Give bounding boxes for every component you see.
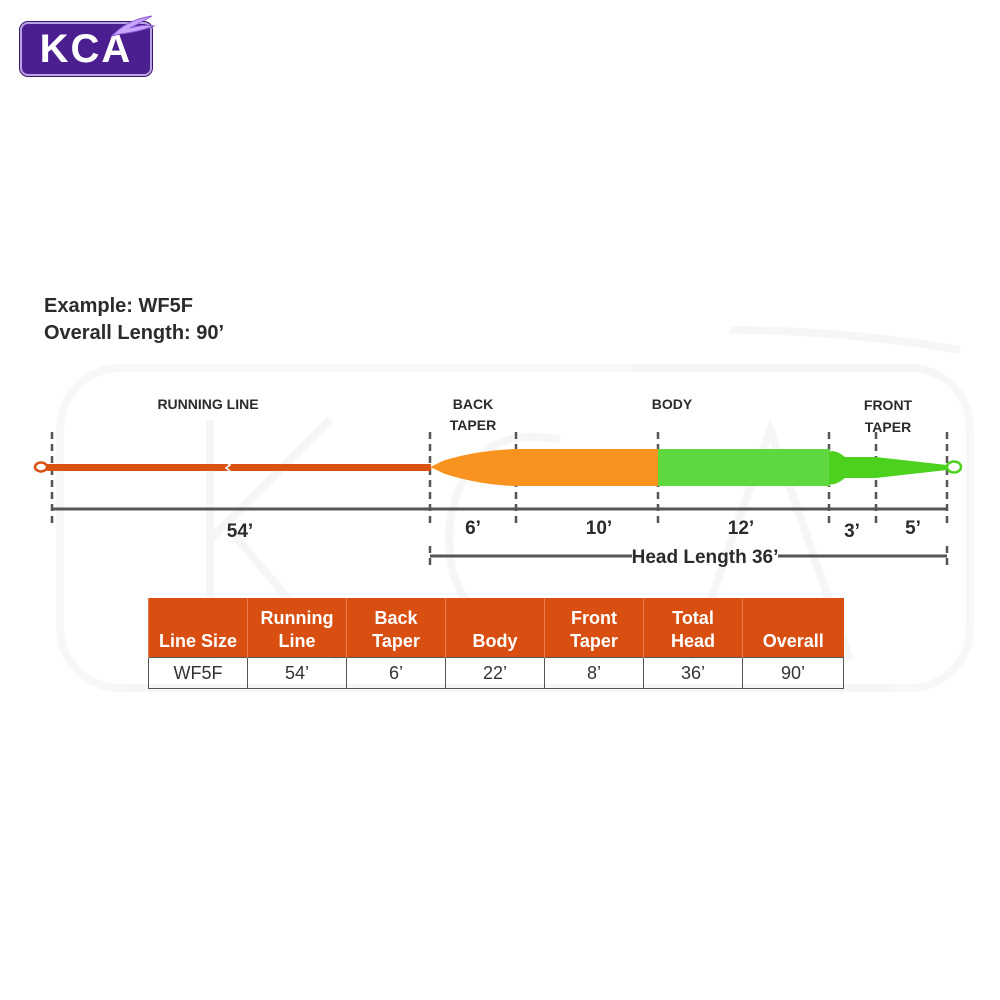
label-back-taper-line1: BACK xyxy=(453,396,493,412)
dim-running-line: 54’ xyxy=(227,521,253,542)
cell-body: 22’ xyxy=(445,657,545,689)
example-heading: Example: WF5F Overall Length: 90’ xyxy=(44,293,224,347)
example-overall-length: Overall Length: 90’ xyxy=(44,322,225,344)
dim-body-a: 10’ xyxy=(586,518,612,539)
label-body: BODY xyxy=(652,396,693,412)
label-front-taper-line2: TAPER xyxy=(865,419,911,435)
header-overall: Overall xyxy=(742,598,844,658)
table-header-row: Line Size Running Line Back Taper Body Fro… xyxy=(148,598,844,658)
front-taper-section xyxy=(829,451,876,485)
back-taper-section xyxy=(430,449,516,486)
fly-icon xyxy=(110,15,156,37)
label-running-line: RUNNING LINE xyxy=(157,396,258,412)
table-row: WF5F 54’ 6’ 22’ 8’ 36’ 90’ xyxy=(148,657,844,689)
running-line-mark xyxy=(224,461,232,472)
line-spec-table: Line Size Running Line Back Taper Body Fro… xyxy=(148,598,844,689)
cell-total-head: 36’ xyxy=(643,657,743,689)
cell-line-size: WF5F xyxy=(148,657,248,689)
body-rear-section xyxy=(516,449,659,486)
header-line-size: Line Size xyxy=(148,598,248,658)
dim-back-taper: 6’ xyxy=(465,518,481,539)
cell-overall: 90’ xyxy=(742,657,844,689)
dim-body-b: 12’ xyxy=(728,518,754,539)
cell-running-line: 54’ xyxy=(247,657,347,689)
dimension-rule xyxy=(52,507,947,558)
label-front-taper-line1: FRONT xyxy=(864,397,913,413)
header-total-head: Total Head xyxy=(643,598,743,658)
header-body: Body xyxy=(445,598,545,658)
cell-front-taper: 8’ xyxy=(544,657,644,689)
header-back-taper: Back Taper xyxy=(346,598,446,658)
dim-front-b: 5’ xyxy=(905,518,921,539)
example-line-size: Example: WF5F xyxy=(44,295,193,317)
front-taper-tip xyxy=(876,457,947,478)
dim-front-a: 3’ xyxy=(844,521,860,542)
label-back-taper-line2: TAPER xyxy=(450,417,496,433)
fly-line xyxy=(33,449,963,486)
running-line-section xyxy=(47,464,431,471)
front-loop xyxy=(945,460,963,474)
header-front-taper: Front Taper xyxy=(544,598,644,658)
header-running-line: Running Line xyxy=(247,598,347,658)
cell-back-taper: 6’ xyxy=(346,657,446,689)
rear-loop xyxy=(33,461,49,473)
body-front-section xyxy=(658,449,830,486)
dim-head-length: Head Length 36’ xyxy=(632,547,779,568)
